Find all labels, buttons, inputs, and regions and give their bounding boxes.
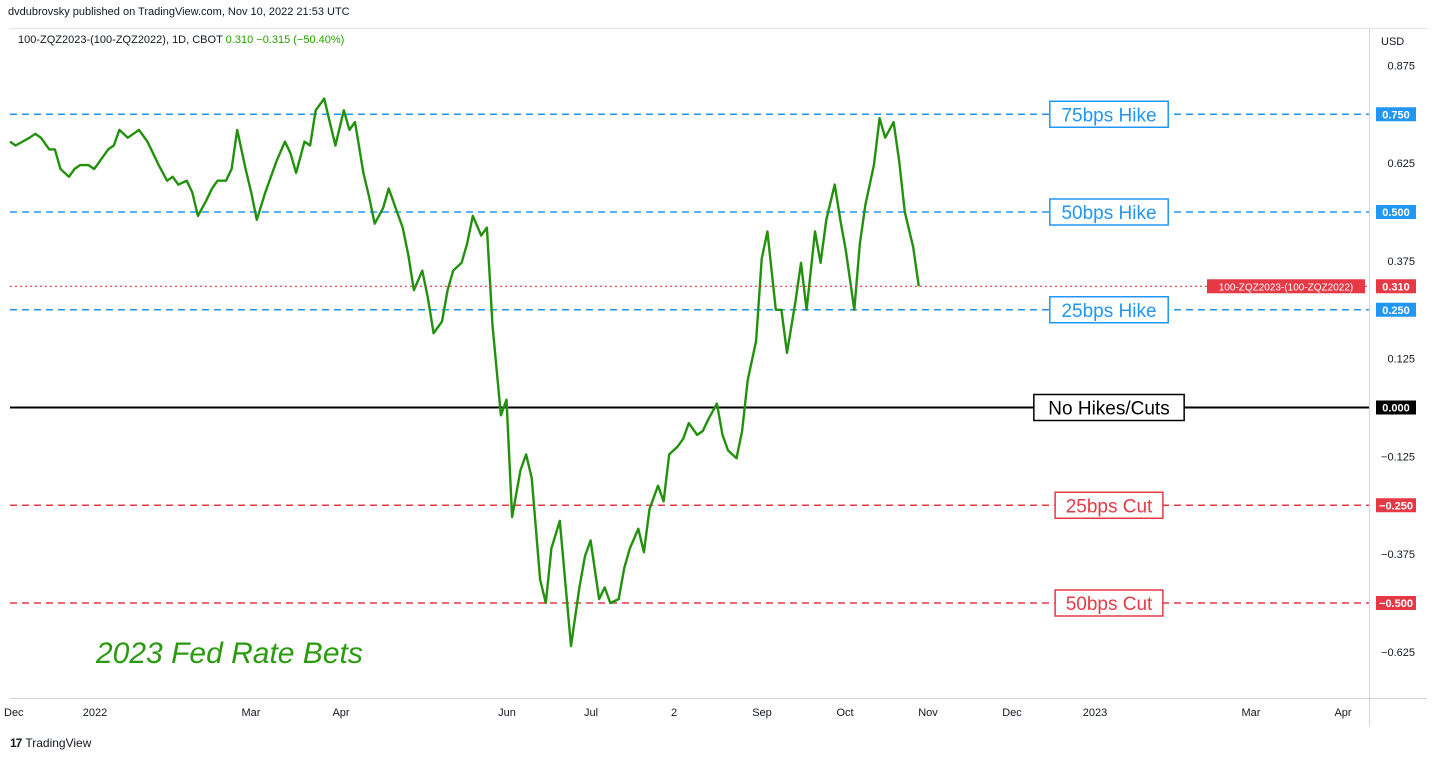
x-tick-label: Mar	[1242, 707, 1261, 719]
x-tick-label: Sep	[752, 707, 772, 719]
annotation-label: 50bps Cut	[1066, 594, 1153, 615]
price-badge-label: 0.000	[1382, 403, 1410, 415]
y-tick-label: −0.625	[1381, 647, 1415, 659]
x-tick-label: Nov	[918, 707, 938, 719]
annotation-box	[1054, 491, 1164, 519]
chart-title: 2023 Fed Rate Bets	[95, 637, 363, 670]
tv-logo-icon: 17	[10, 736, 22, 750]
x-tick-label: Apr	[332, 707, 349, 719]
series-name-badge	[1207, 279, 1365, 294]
price-badge-label: −0.500	[1379, 598, 1413, 610]
x-tick-label: 2023	[1083, 707, 1107, 719]
current-price-line: 100-ZQZ2023-(100-ZQZ2022) 0.310	[10, 279, 1416, 294]
last-value: 0.310	[225, 34, 254, 46]
x-tick-label: Dec	[4, 707, 24, 719]
level-annotations: 75bps Hike 50bps Hike 25bps Hike No Hikes/C…	[1033, 100, 1185, 617]
currency-label: USD	[1381, 36, 1404, 48]
price-badge	[1376, 107, 1416, 122]
price-badge-label: 0.500	[1382, 207, 1410, 219]
price-badge	[1376, 205, 1416, 219]
x-tick-label: Oct	[836, 707, 853, 719]
annotation-label: No Hikes/Cuts	[1048, 399, 1169, 420]
price-badge-label: 0.750	[1382, 109, 1410, 121]
tradingview-logo[interactable]: 17 TradingView	[10, 736, 91, 750]
x-tick-label: 2022	[83, 707, 107, 719]
series-path	[9, 97, 920, 648]
x-tick-label: Jul	[584, 707, 598, 719]
annotation-box	[1049, 198, 1169, 226]
brand-name: TradingView	[25, 736, 92, 750]
annotation-box	[1054, 589, 1164, 617]
price-badge-label: 0.250	[1382, 305, 1410, 317]
x-tick-label: Dec	[1002, 707, 1022, 719]
y-tick-label: 0.875	[1387, 60, 1415, 72]
symbol-legend[interactable]: 100-ZQZ2023-(100-ZQZ2022), 1D, CBOT 0.31…	[18, 34, 344, 46]
y-tick-label: 0.125	[1387, 354, 1415, 366]
current-price-badge-label: 0.310	[1382, 281, 1410, 293]
current-price-badge	[1376, 279, 1416, 294]
price-badge-label: −0.250	[1379, 500, 1413, 512]
price-badge	[1376, 302, 1416, 317]
y-tick-label: 0.625	[1387, 158, 1415, 170]
publisher-line: dvdubrovsky published on TradingView.com…	[8, 6, 350, 18]
series-line	[9, 97, 920, 648]
horizontal-levels: 0.750 0.500 0.250 0.000 −0.250 −0.500	[10, 107, 1416, 610]
x-tick-labels: Dec 2022 Mar Apr Jun Jul 2 Sep Oct Nov Dec 2023 Mar A…	[4, 707, 1352, 719]
annotation-box	[1033, 393, 1185, 422]
price-badge	[1376, 400, 1416, 415]
y-tick-labels: 0.875 0.625 0.375 0.125 −0.125 −0.375 −0.625	[1381, 60, 1415, 659]
annotation-box	[1049, 296, 1169, 324]
x-tick-label: 2	[671, 707, 677, 719]
price-badge	[1376, 498, 1416, 513]
price-badge	[1376, 596, 1416, 610]
annotation-label: 25bps Hike	[1061, 301, 1156, 322]
y-tick-label: −0.125	[1381, 451, 1415, 463]
annotation-label: 75bps Hike	[1061, 105, 1156, 126]
symbol-name: 100-ZQZ2023-(100-ZQZ2022), 1D, CBOT	[18, 34, 223, 46]
annotation-label: 25bps Cut	[1066, 496, 1153, 517]
change-value: −0.315 (−50.40%)	[256, 34, 345, 46]
y-tick-label: −0.375	[1381, 549, 1415, 561]
annotation-label: 50bps Hike	[1061, 203, 1156, 224]
annotation-box	[1049, 100, 1169, 128]
series-name-badge-label: 100-ZQZ2023-(100-ZQZ2022)	[1219, 282, 1354, 293]
y-tick-label: 0.375	[1387, 256, 1415, 268]
x-tick-label: Jun	[498, 707, 516, 719]
x-tick-label: Apr	[1334, 707, 1351, 719]
x-tick-label: Mar	[242, 707, 261, 719]
